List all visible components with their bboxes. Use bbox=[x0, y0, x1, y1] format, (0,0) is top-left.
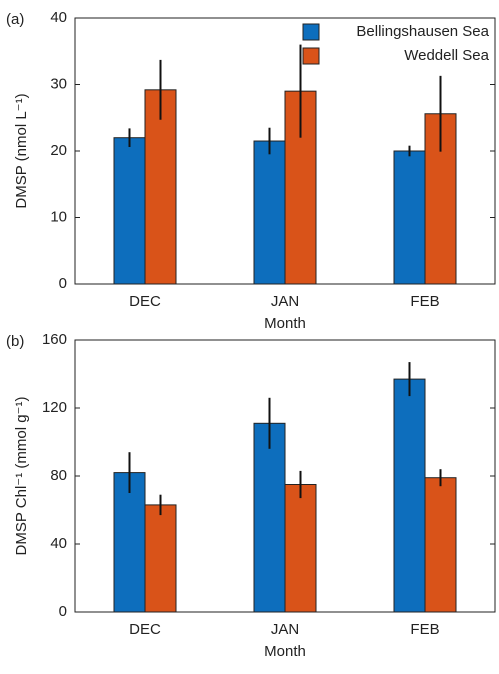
plot-frame bbox=[74, 339, 496, 613]
bar bbox=[144, 504, 177, 613]
y-tick-label: 0 bbox=[59, 603, 67, 620]
x-axis-label: Month bbox=[264, 643, 306, 660]
bar bbox=[253, 140, 286, 285]
bar bbox=[284, 484, 317, 613]
y-tick-label: 30 bbox=[50, 75, 67, 92]
y-axis-label: DMSP (nmol L⁻¹) bbox=[13, 93, 30, 208]
bar bbox=[144, 89, 177, 285]
y-tick-label: 80 bbox=[50, 467, 67, 484]
y-tick-label: 40 bbox=[50, 9, 67, 26]
bar bbox=[113, 472, 146, 613]
legend-label: Weddell Sea bbox=[404, 47, 489, 64]
y-tick-label: 10 bbox=[50, 208, 67, 225]
y-tick-label: 40 bbox=[50, 535, 67, 552]
y-tick-label: 20 bbox=[50, 142, 67, 159]
y-tick-label: 0 bbox=[59, 275, 67, 292]
x-tick-label: FEB bbox=[410, 621, 439, 638]
x-tick-label: DEC bbox=[129, 621, 161, 638]
x-tick-label: JAN bbox=[271, 293, 299, 310]
x-tick-label: FEB bbox=[410, 293, 439, 310]
bar bbox=[113, 137, 146, 285]
legend-swatch bbox=[302, 23, 320, 41]
plot-frame bbox=[74, 17, 496, 285]
legend-label: Bellingshausen Sea bbox=[356, 23, 489, 40]
y-tick-label: 160 bbox=[42, 331, 67, 348]
bar bbox=[253, 422, 286, 613]
y-tick-label: 120 bbox=[42, 399, 67, 416]
legend-swatch bbox=[302, 47, 320, 65]
x-tick-label: DEC bbox=[129, 293, 161, 310]
x-tick-label: JAN bbox=[271, 621, 299, 638]
x-axis-label: Month bbox=[264, 315, 306, 332]
bar bbox=[393, 150, 426, 285]
y-axis-label: DMSP Chl⁻¹ (mmol g⁻¹) bbox=[13, 397, 30, 556]
bar bbox=[393, 378, 426, 613]
bar bbox=[424, 477, 457, 613]
panel-label: (a) bbox=[6, 11, 24, 28]
panel-label: (b) bbox=[6, 333, 24, 350]
